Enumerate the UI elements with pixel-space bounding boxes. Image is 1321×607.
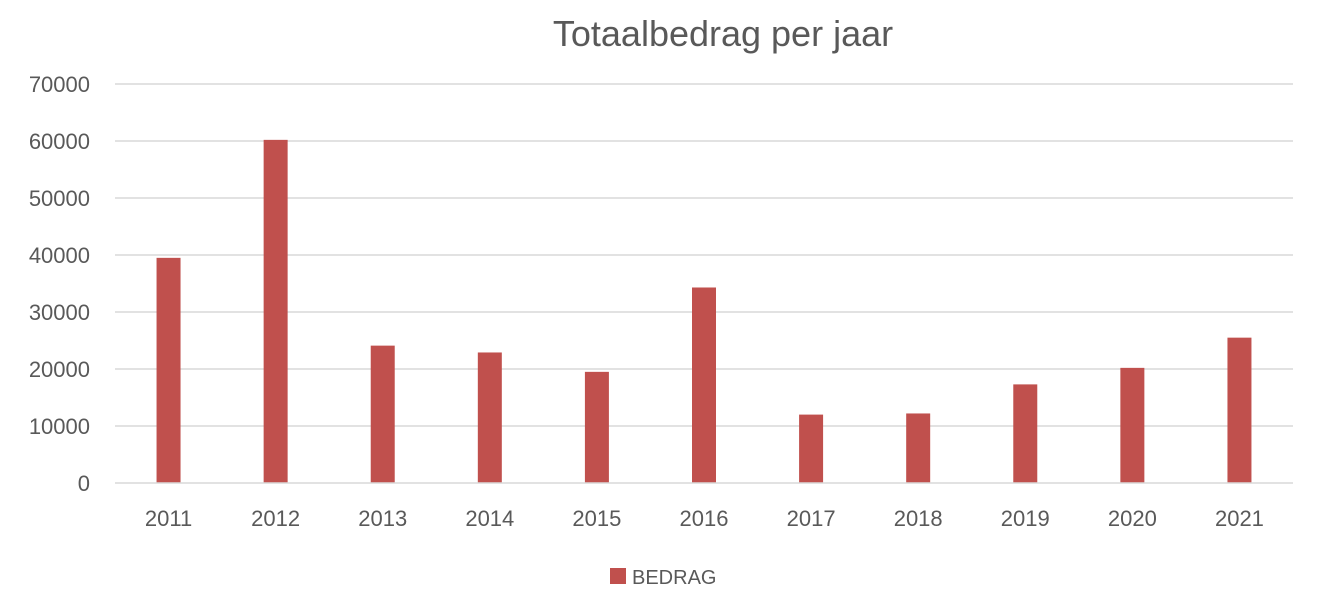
bar-2012 <box>263 139 288 484</box>
legend: BEDRAG <box>610 567 716 589</box>
x-tick-label: 2018 <box>894 506 943 531</box>
y-tick-label: 60000 <box>29 129 90 154</box>
legend-label: BEDRAG <box>632 567 716 589</box>
x-tick-label: 2017 <box>787 506 836 531</box>
chart-title: Totaalbedrag per jaar <box>553 13 893 54</box>
x-tick-label: 2019 <box>1001 506 1050 531</box>
x-tick-label: 2013 <box>358 506 407 531</box>
y-tick-label: 0 <box>78 471 90 496</box>
bar-2015 <box>584 371 609 483</box>
x-axis-tick-labels: 2011 2012 2013 2014 2015 2016 2017 2018 2019 2020… <box>145 506 1264 531</box>
bar-2021 <box>1227 337 1252 483</box>
x-tick-label: 2014 <box>465 506 514 531</box>
y-tick-label: 10000 <box>29 414 90 439</box>
x-tick-label: 2016 <box>680 506 729 531</box>
bar-2018 <box>906 413 931 483</box>
y-tick-label: 40000 <box>29 243 90 268</box>
x-tick-label: 2015 <box>572 506 621 531</box>
x-tick-label: 2020 <box>1108 506 1157 531</box>
y-tick-label: 30000 <box>29 300 90 325</box>
bar-2014 <box>477 352 502 483</box>
x-tick-label: 2011 <box>145 506 192 531</box>
bar-2016 <box>692 287 716 483</box>
y-axis-tick-labels: 0 10000 20000 30000 40000 50000 60000 70000 <box>29 72 90 496</box>
x-tick-label: 2021 <box>1215 506 1264 531</box>
bar-2011 <box>156 257 181 483</box>
bar-2017 <box>799 414 824 483</box>
legend-swatch <box>610 568 626 584</box>
bar-2019 <box>1013 384 1038 483</box>
y-tick-label: 70000 <box>29 72 90 97</box>
y-tick-label: 20000 <box>29 357 90 382</box>
bar-2013 <box>370 345 395 483</box>
bars <box>156 139 1252 484</box>
x-tick-label: 2012 <box>251 506 300 531</box>
y-tick-label: 50000 <box>29 186 90 211</box>
bar-2020 <box>1120 367 1145 483</box>
